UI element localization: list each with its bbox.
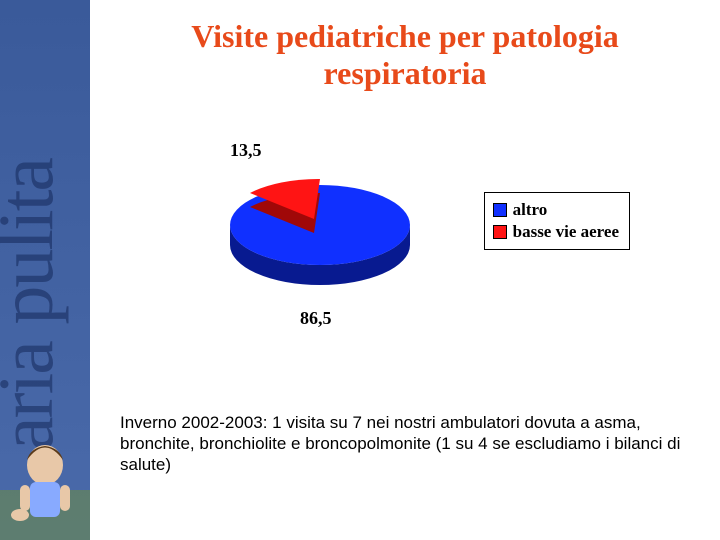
main-content: Visite pediatriche per patologia respira… — [90, 0, 720, 540]
legend-item-basse: basse vie aeree — [493, 221, 619, 243]
legend: altro basse vie aeree — [484, 192, 630, 250]
legend-swatch-altro — [493, 203, 507, 217]
value-label-bottom: 86,5 — [300, 308, 332, 329]
body-paragraph: Inverno 2002-2003: 1 visita su 7 nei nos… — [120, 412, 690, 476]
child-photo — [0, 420, 90, 540]
pie-slice-altro — [230, 185, 410, 265]
sidebar: aria pulita — [0, 0, 90, 540]
legend-swatch-basse — [493, 225, 507, 239]
pie-chart: 13,5 86,5 altro — [120, 132, 690, 342]
legend-item-altro: altro — [493, 199, 619, 221]
slide-title: Visite pediatriche per patologia respira… — [120, 18, 690, 92]
sidebar-vertical-text: aria pulita — [0, 159, 71, 451]
value-label-top: 13,5 — [230, 140, 262, 161]
legend-label-basse: basse vie aeree — [513, 221, 619, 243]
pie-3d — [220, 167, 420, 297]
legend-label-altro: altro — [513, 199, 548, 221]
